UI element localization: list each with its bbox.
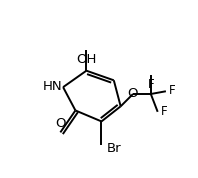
Text: Br: Br: [107, 142, 122, 155]
Text: HN: HN: [43, 80, 63, 93]
Text: OH: OH: [76, 53, 97, 66]
Text: O: O: [55, 117, 66, 130]
Text: F: F: [169, 84, 176, 97]
Text: O: O: [127, 87, 138, 100]
Text: F: F: [148, 78, 155, 91]
Text: F: F: [161, 105, 168, 118]
